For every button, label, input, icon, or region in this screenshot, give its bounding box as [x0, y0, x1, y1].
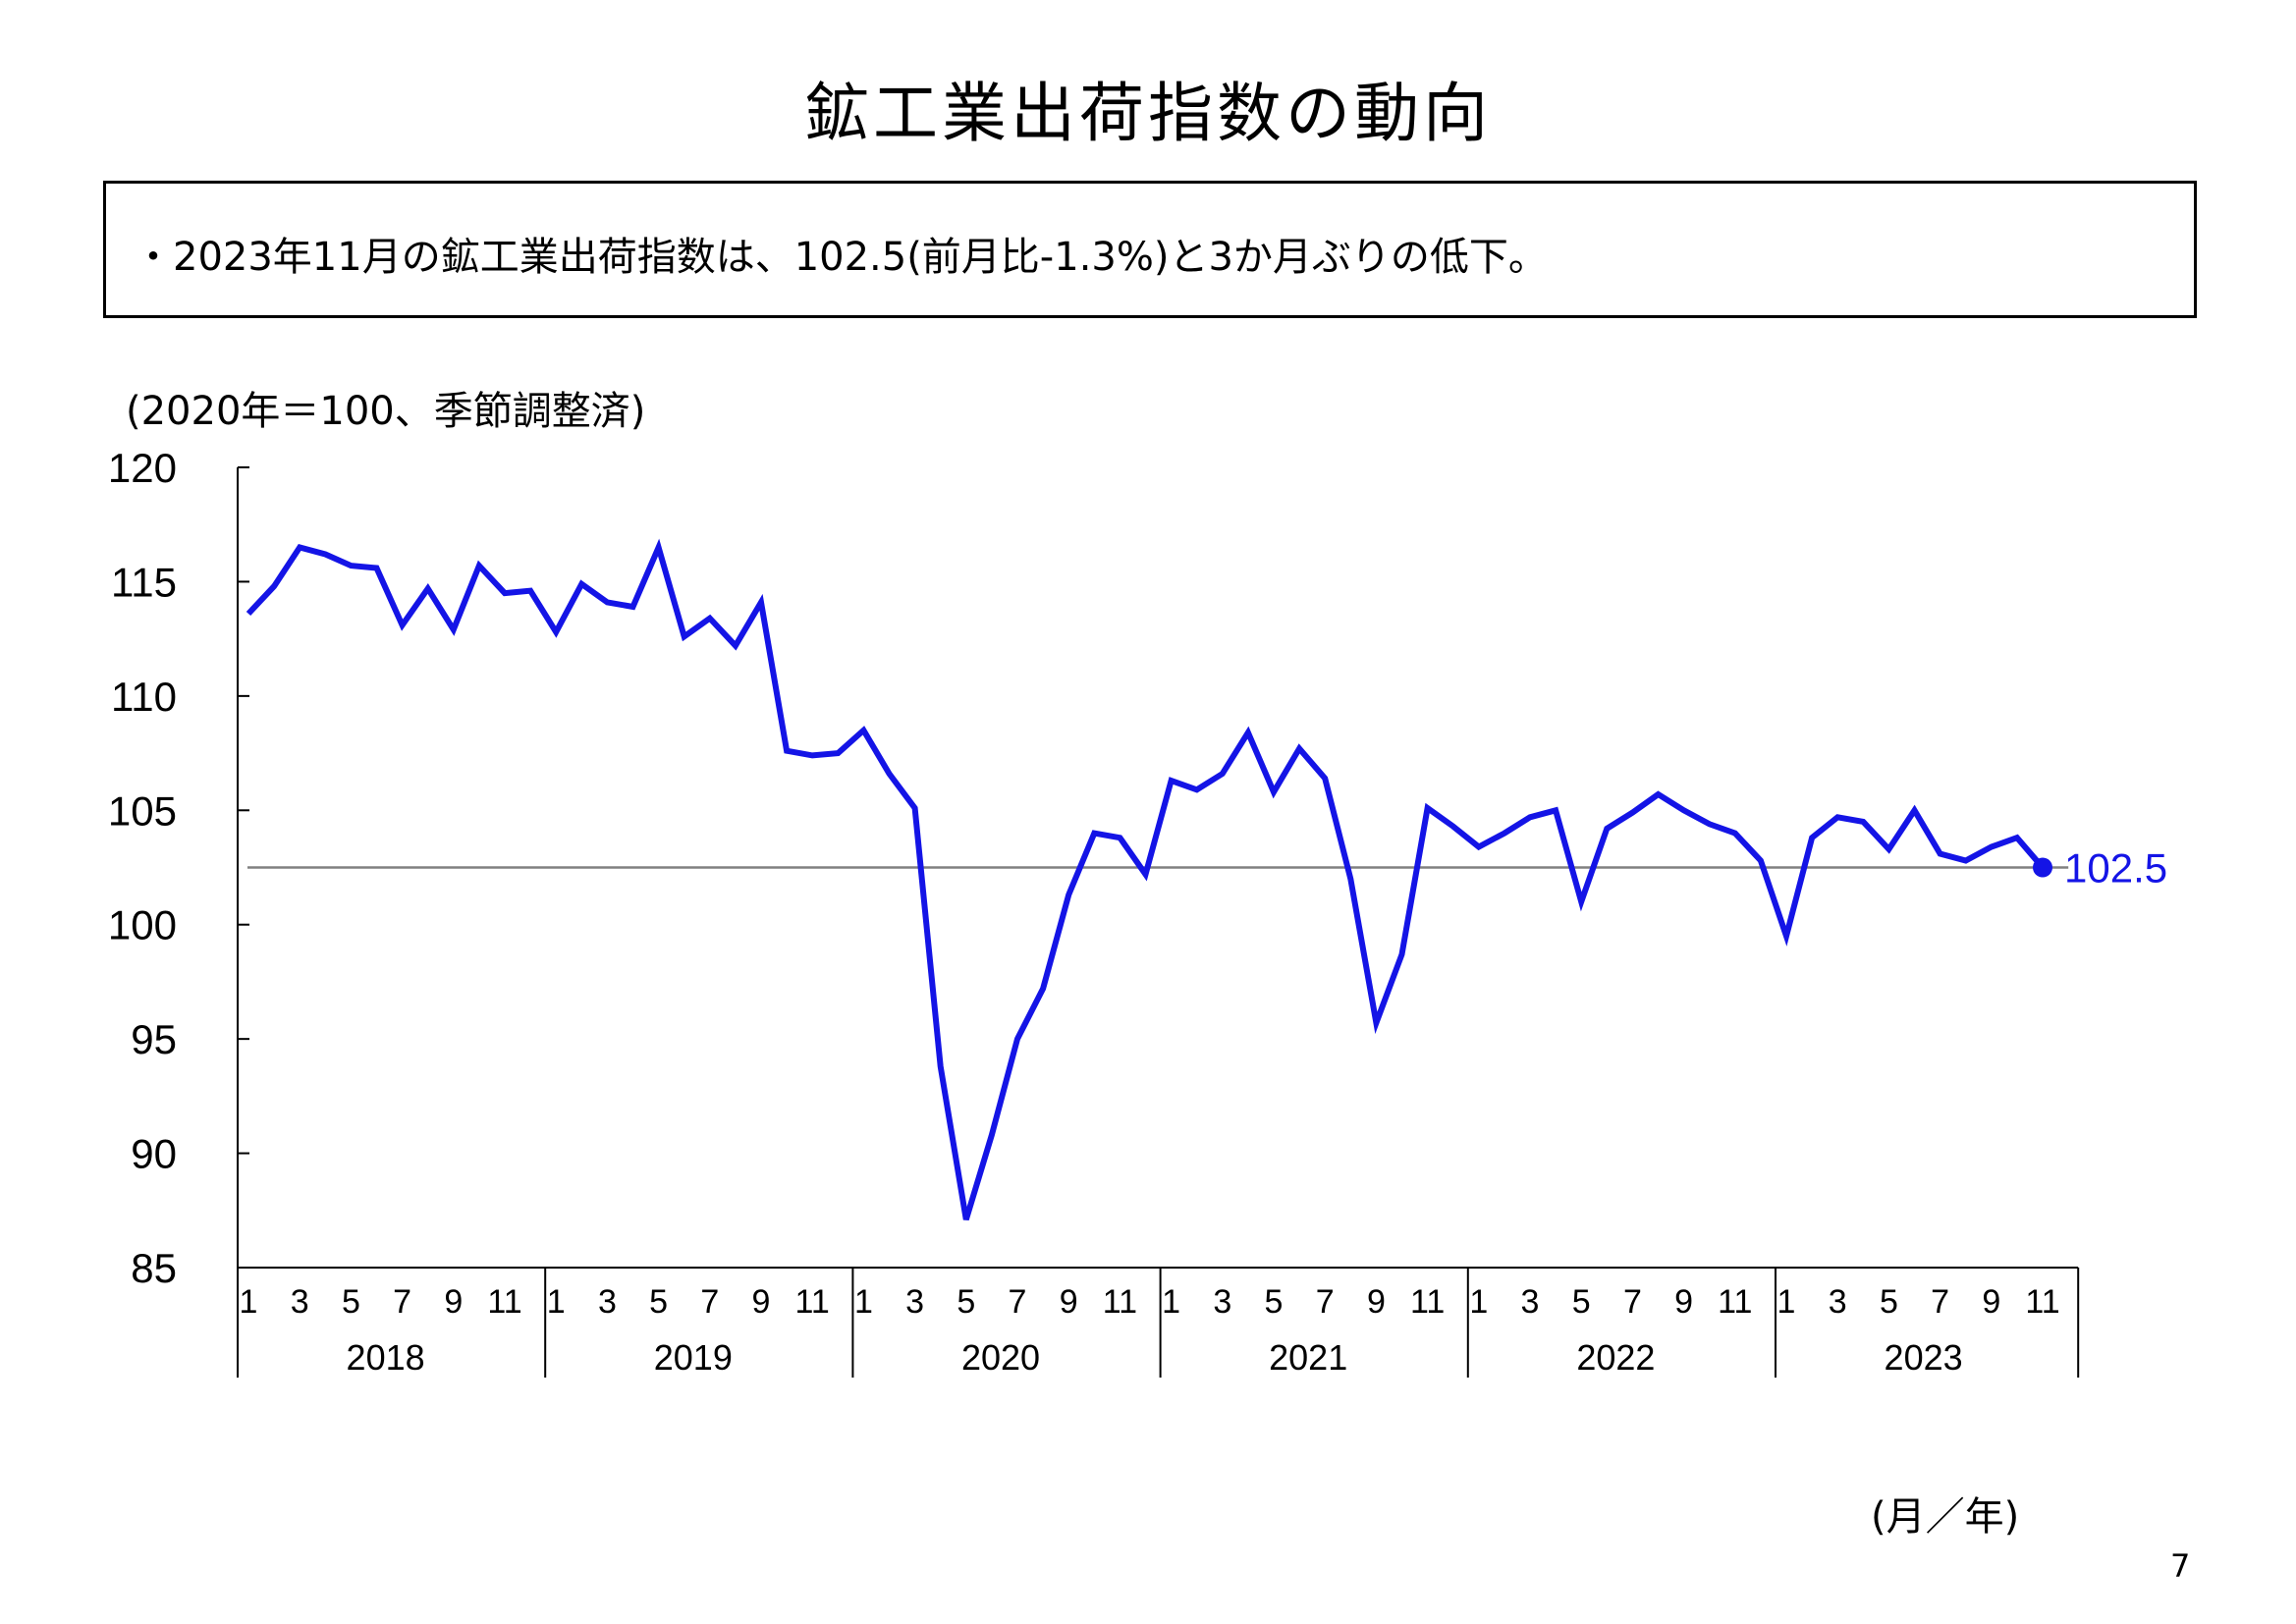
- month-tick-label: 5: [1880, 1283, 1898, 1321]
- y-tick-label: 100: [108, 902, 177, 948]
- month-tick-label: 3: [1829, 1283, 1847, 1321]
- month-tick-label: 7: [393, 1283, 411, 1321]
- year-label: 2021: [1269, 1337, 1347, 1378]
- month-tick-label: 7: [1623, 1283, 1642, 1321]
- month-tick-label: 11: [1718, 1283, 1752, 1321]
- y-axis: 120 115 110 105 100 95 90 85: [108, 445, 249, 1291]
- month-tick-label: 3: [291, 1283, 309, 1321]
- page-title: 鉱工業出荷指数の動向: [804, 76, 1492, 151]
- year-label: 2018: [347, 1337, 425, 1378]
- y-tick-label: 90: [131, 1131, 177, 1177]
- month-tick-label: 1: [1162, 1283, 1180, 1321]
- month-tick-label: 1: [1469, 1283, 1488, 1321]
- month-tick-label: 7: [1316, 1283, 1335, 1321]
- month-tick-label: 5: [1265, 1283, 1284, 1321]
- month-tick-label: 9: [1982, 1283, 2000, 1321]
- month-tick-label: 3: [1521, 1283, 1540, 1321]
- year-label: 2023: [1885, 1337, 1963, 1378]
- y-unit-label: (2020年＝100、季節調整済): [126, 389, 646, 434]
- month-tick-label: 11: [487, 1283, 521, 1321]
- y-tick-label: 105: [108, 787, 177, 834]
- month-tick-label: 3: [905, 1283, 924, 1321]
- month-tick-label: 11: [1103, 1283, 1137, 1321]
- y-tick-label: 120: [108, 445, 177, 491]
- month-tick-label: 9: [1674, 1283, 1693, 1321]
- month-tick-label: 7: [1009, 1283, 1027, 1321]
- month-tick-label: 5: [649, 1283, 668, 1321]
- month-tick-label: 1: [1777, 1283, 1796, 1321]
- page-number: 7: [2170, 1547, 2191, 1585]
- series-line: [246, 538, 2046, 1220]
- month-tick-label: 3: [598, 1283, 617, 1321]
- year-label: 2020: [961, 1337, 1040, 1378]
- month-tick-label: 1: [240, 1283, 258, 1321]
- month-tick-label: 11: [795, 1283, 830, 1321]
- month-tick-label: 9: [752, 1283, 771, 1321]
- month-tick-label: 11: [1410, 1283, 1445, 1321]
- month-tick-label: 9: [1367, 1283, 1386, 1321]
- month-tick-label: 3: [1213, 1283, 1231, 1321]
- month-tick-label: 9: [444, 1283, 463, 1321]
- month-tick-label: 1: [547, 1283, 566, 1321]
- month-tick-label: 5: [342, 1283, 360, 1321]
- summary-text: ・2023年11月の鉱工業出荷指数は、102.5(前月比-1.3%)と3か月ぶり…: [134, 235, 1548, 280]
- summary-box: ・2023年11月の鉱工業出荷指数は、102.5(前月比-1.3%)と3か月ぶり…: [103, 181, 2197, 318]
- latest-point: [2033, 857, 2052, 878]
- y-tick-label: 95: [131, 1016, 177, 1062]
- latest-value-label: 102.5: [2064, 845, 2167, 892]
- month-tick-label: 7: [700, 1283, 719, 1321]
- month-tick-label: 11: [2025, 1283, 2059, 1321]
- month-tick-label: 5: [957, 1283, 975, 1321]
- month-tick-label: 7: [1931, 1283, 1949, 1321]
- y-tick-label: 85: [131, 1245, 177, 1291]
- month-tick-label: 1: [854, 1283, 873, 1321]
- plot-area: 102.5: [246, 538, 2167, 1220]
- month-tick-label: 9: [1060, 1283, 1078, 1321]
- x-unit-label: (月／年): [1871, 1494, 2020, 1540]
- y-tick-label: 115: [111, 559, 177, 605]
- year-label: 2022: [1576, 1337, 1655, 1378]
- y-tick-label: 110: [111, 674, 177, 720]
- month-tick-label: 5: [1572, 1283, 1591, 1321]
- year-label: 2019: [654, 1337, 733, 1378]
